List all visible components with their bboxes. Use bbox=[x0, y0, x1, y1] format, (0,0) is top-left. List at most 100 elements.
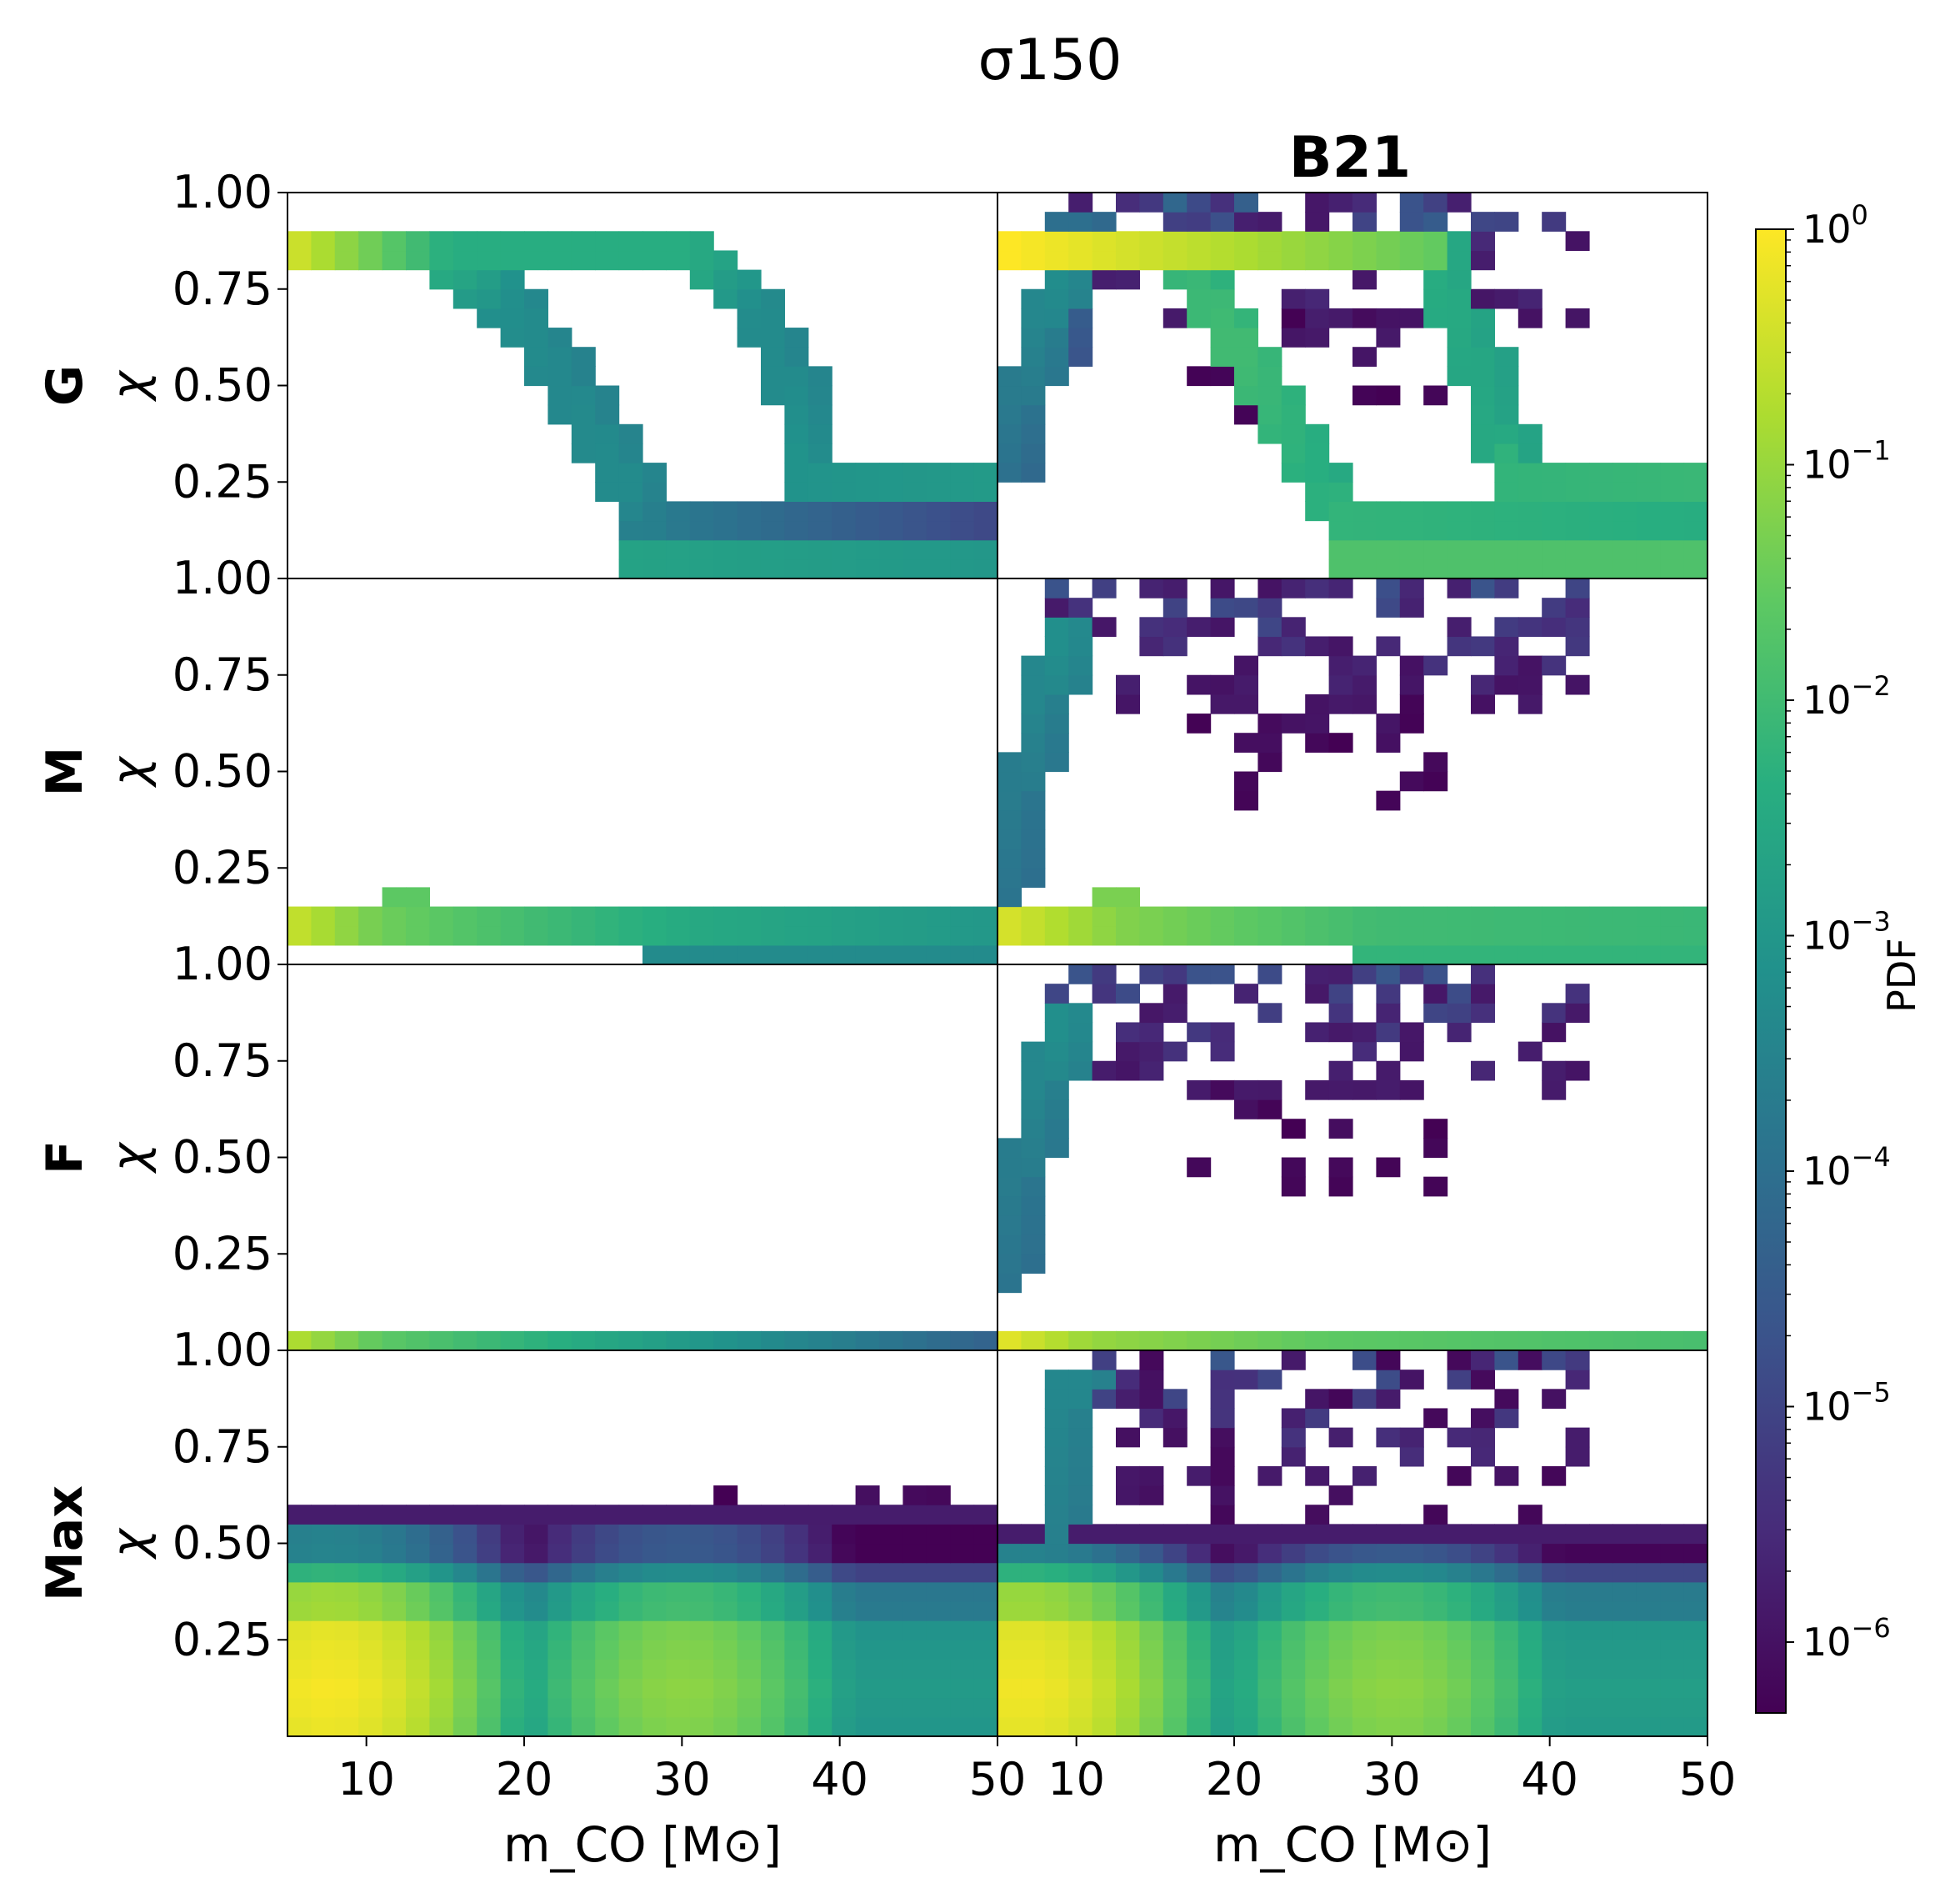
heatmap-cell bbox=[452, 1524, 478, 1545]
heatmap-cell bbox=[1565, 1562, 1590, 1583]
heatmap-cell bbox=[1139, 1389, 1164, 1410]
heatmap-cell bbox=[1021, 288, 1046, 309]
heatmap-cell bbox=[571, 347, 596, 367]
heatmap-cell bbox=[288, 1524, 312, 1545]
heatmap-cell bbox=[1494, 423, 1519, 444]
heatmap-cell bbox=[1234, 655, 1258, 676]
heatmap-cell bbox=[926, 1620, 951, 1640]
heatmap-cell bbox=[406, 1330, 430, 1351]
heatmap-cell bbox=[1021, 1195, 1046, 1216]
heatmap-cell bbox=[1423, 1176, 1448, 1197]
heatmap-cell bbox=[524, 1524, 548, 1545]
heatmap-cell bbox=[1139, 1485, 1164, 1505]
heatmap-cell bbox=[1139, 964, 1164, 984]
heatmap-cell bbox=[1471, 1003, 1495, 1024]
y-tick-label: 1.00 bbox=[172, 938, 272, 990]
heatmap-cell bbox=[926, 482, 951, 502]
heatmap-cell bbox=[311, 1640, 336, 1660]
heatmap-cell bbox=[1683, 501, 1708, 522]
heatmap-cell bbox=[1021, 1060, 1046, 1081]
heatmap-cell bbox=[902, 539, 928, 560]
heatmap-cell bbox=[1376, 1157, 1401, 1178]
heatmap-cell bbox=[1305, 308, 1330, 328]
heatmap-cell bbox=[1612, 1640, 1638, 1660]
heatmap-cell bbox=[1447, 1600, 1472, 1621]
heatmap-cell bbox=[452, 1543, 478, 1564]
heatmap-cell bbox=[808, 1659, 832, 1680]
figure-title: σ150 bbox=[978, 28, 1122, 93]
heatmap-cell bbox=[1234, 366, 1258, 387]
heatmap-cell bbox=[808, 1505, 832, 1525]
heatmap-cell bbox=[713, 288, 738, 309]
heatmap-cell bbox=[1471, 984, 1495, 1004]
heatmap-cell bbox=[1352, 1716, 1377, 1737]
heatmap-cell bbox=[666, 231, 691, 252]
heatmap-cell bbox=[311, 1716, 336, 1737]
heatmap-cell bbox=[1328, 308, 1353, 328]
heatmap-cell bbox=[950, 906, 975, 927]
heatmap-cell bbox=[1447, 1350, 1472, 1370]
heatmap-cell bbox=[879, 558, 903, 579]
heatmap-cell bbox=[1471, 1640, 1495, 1660]
heatmap-cell bbox=[595, 404, 620, 425]
heatmap-cell bbox=[1305, 1330, 1330, 1351]
heatmap-cell bbox=[1068, 1060, 1093, 1081]
heatmap-cell bbox=[1305, 694, 1330, 714]
heatmap-cell bbox=[1399, 906, 1424, 927]
heatmap-cell bbox=[1068, 1465, 1093, 1486]
heatmap-cell bbox=[784, 501, 809, 522]
heatmap-cell bbox=[1187, 1562, 1212, 1583]
heatmap-cell bbox=[288, 231, 312, 252]
heatmap-cell bbox=[477, 1716, 502, 1737]
heatmap-cell bbox=[926, 1600, 951, 1621]
heatmap-cell bbox=[902, 463, 928, 483]
heatmap-cell bbox=[1092, 250, 1117, 271]
heatmap-cell bbox=[1423, 212, 1448, 232]
heatmap-cell bbox=[1044, 598, 1069, 618]
heatmap-cell bbox=[1636, 1640, 1661, 1660]
heatmap-cell bbox=[1376, 906, 1401, 927]
heatmap-cell bbox=[1258, 1003, 1282, 1024]
heatmap-cell bbox=[1660, 1562, 1685, 1583]
heatmap-cell bbox=[1305, 1022, 1330, 1043]
heatmap-cell bbox=[737, 925, 762, 946]
heatmap-cell bbox=[571, 385, 596, 406]
heatmap-cell bbox=[1258, 1370, 1282, 1390]
heatmap-cell bbox=[713, 1505, 738, 1525]
heatmap-cell bbox=[524, 1659, 548, 1680]
heatmap-cell bbox=[477, 1330, 502, 1351]
heatmap-cell bbox=[1044, 250, 1069, 271]
heatmap-cell bbox=[1258, 385, 1282, 406]
heatmap-cell bbox=[1305, 423, 1330, 444]
heatmap-cell bbox=[879, 1543, 903, 1564]
heatmap-cell bbox=[642, 1600, 667, 1621]
heatmap-cell bbox=[358, 1524, 383, 1545]
heatmap-cell bbox=[1447, 617, 1472, 638]
heatmap-cell bbox=[1305, 925, 1330, 946]
heatmap-cell bbox=[1162, 925, 1188, 946]
heatmap-cell bbox=[429, 1524, 454, 1545]
heatmap-cell bbox=[500, 231, 525, 252]
heatmap-cell bbox=[1494, 1620, 1519, 1640]
heatmap-cell bbox=[1044, 1620, 1069, 1640]
heatmap-cell bbox=[1471, 347, 1495, 367]
y-tick-label: 0.50 bbox=[172, 1517, 272, 1570]
y-tick-label: 1.00 bbox=[172, 166, 272, 218]
heatmap-cell bbox=[571, 423, 596, 444]
heatmap-cell bbox=[1044, 1119, 1069, 1139]
heatmap-cell bbox=[1258, 1543, 1282, 1564]
heatmap-cell bbox=[1187, 288, 1212, 309]
heatmap-cell bbox=[973, 520, 998, 541]
x-tick-label: 10 bbox=[1048, 1753, 1105, 1805]
heatmap-cell bbox=[1210, 1041, 1235, 1062]
heatmap-cell bbox=[1612, 558, 1638, 579]
heatmap-cell bbox=[998, 868, 1022, 888]
heatmap-cell bbox=[618, 520, 643, 541]
heatmap-cell bbox=[1139, 1659, 1164, 1680]
heatmap-cell bbox=[973, 1716, 998, 1737]
heatmap-cell bbox=[1258, 1600, 1282, 1621]
heatmap-cell bbox=[1044, 1697, 1069, 1718]
heatmap-cell bbox=[689, 558, 714, 579]
heatmap-cell bbox=[382, 1543, 407, 1564]
heatmap-cell bbox=[1589, 1716, 1613, 1737]
